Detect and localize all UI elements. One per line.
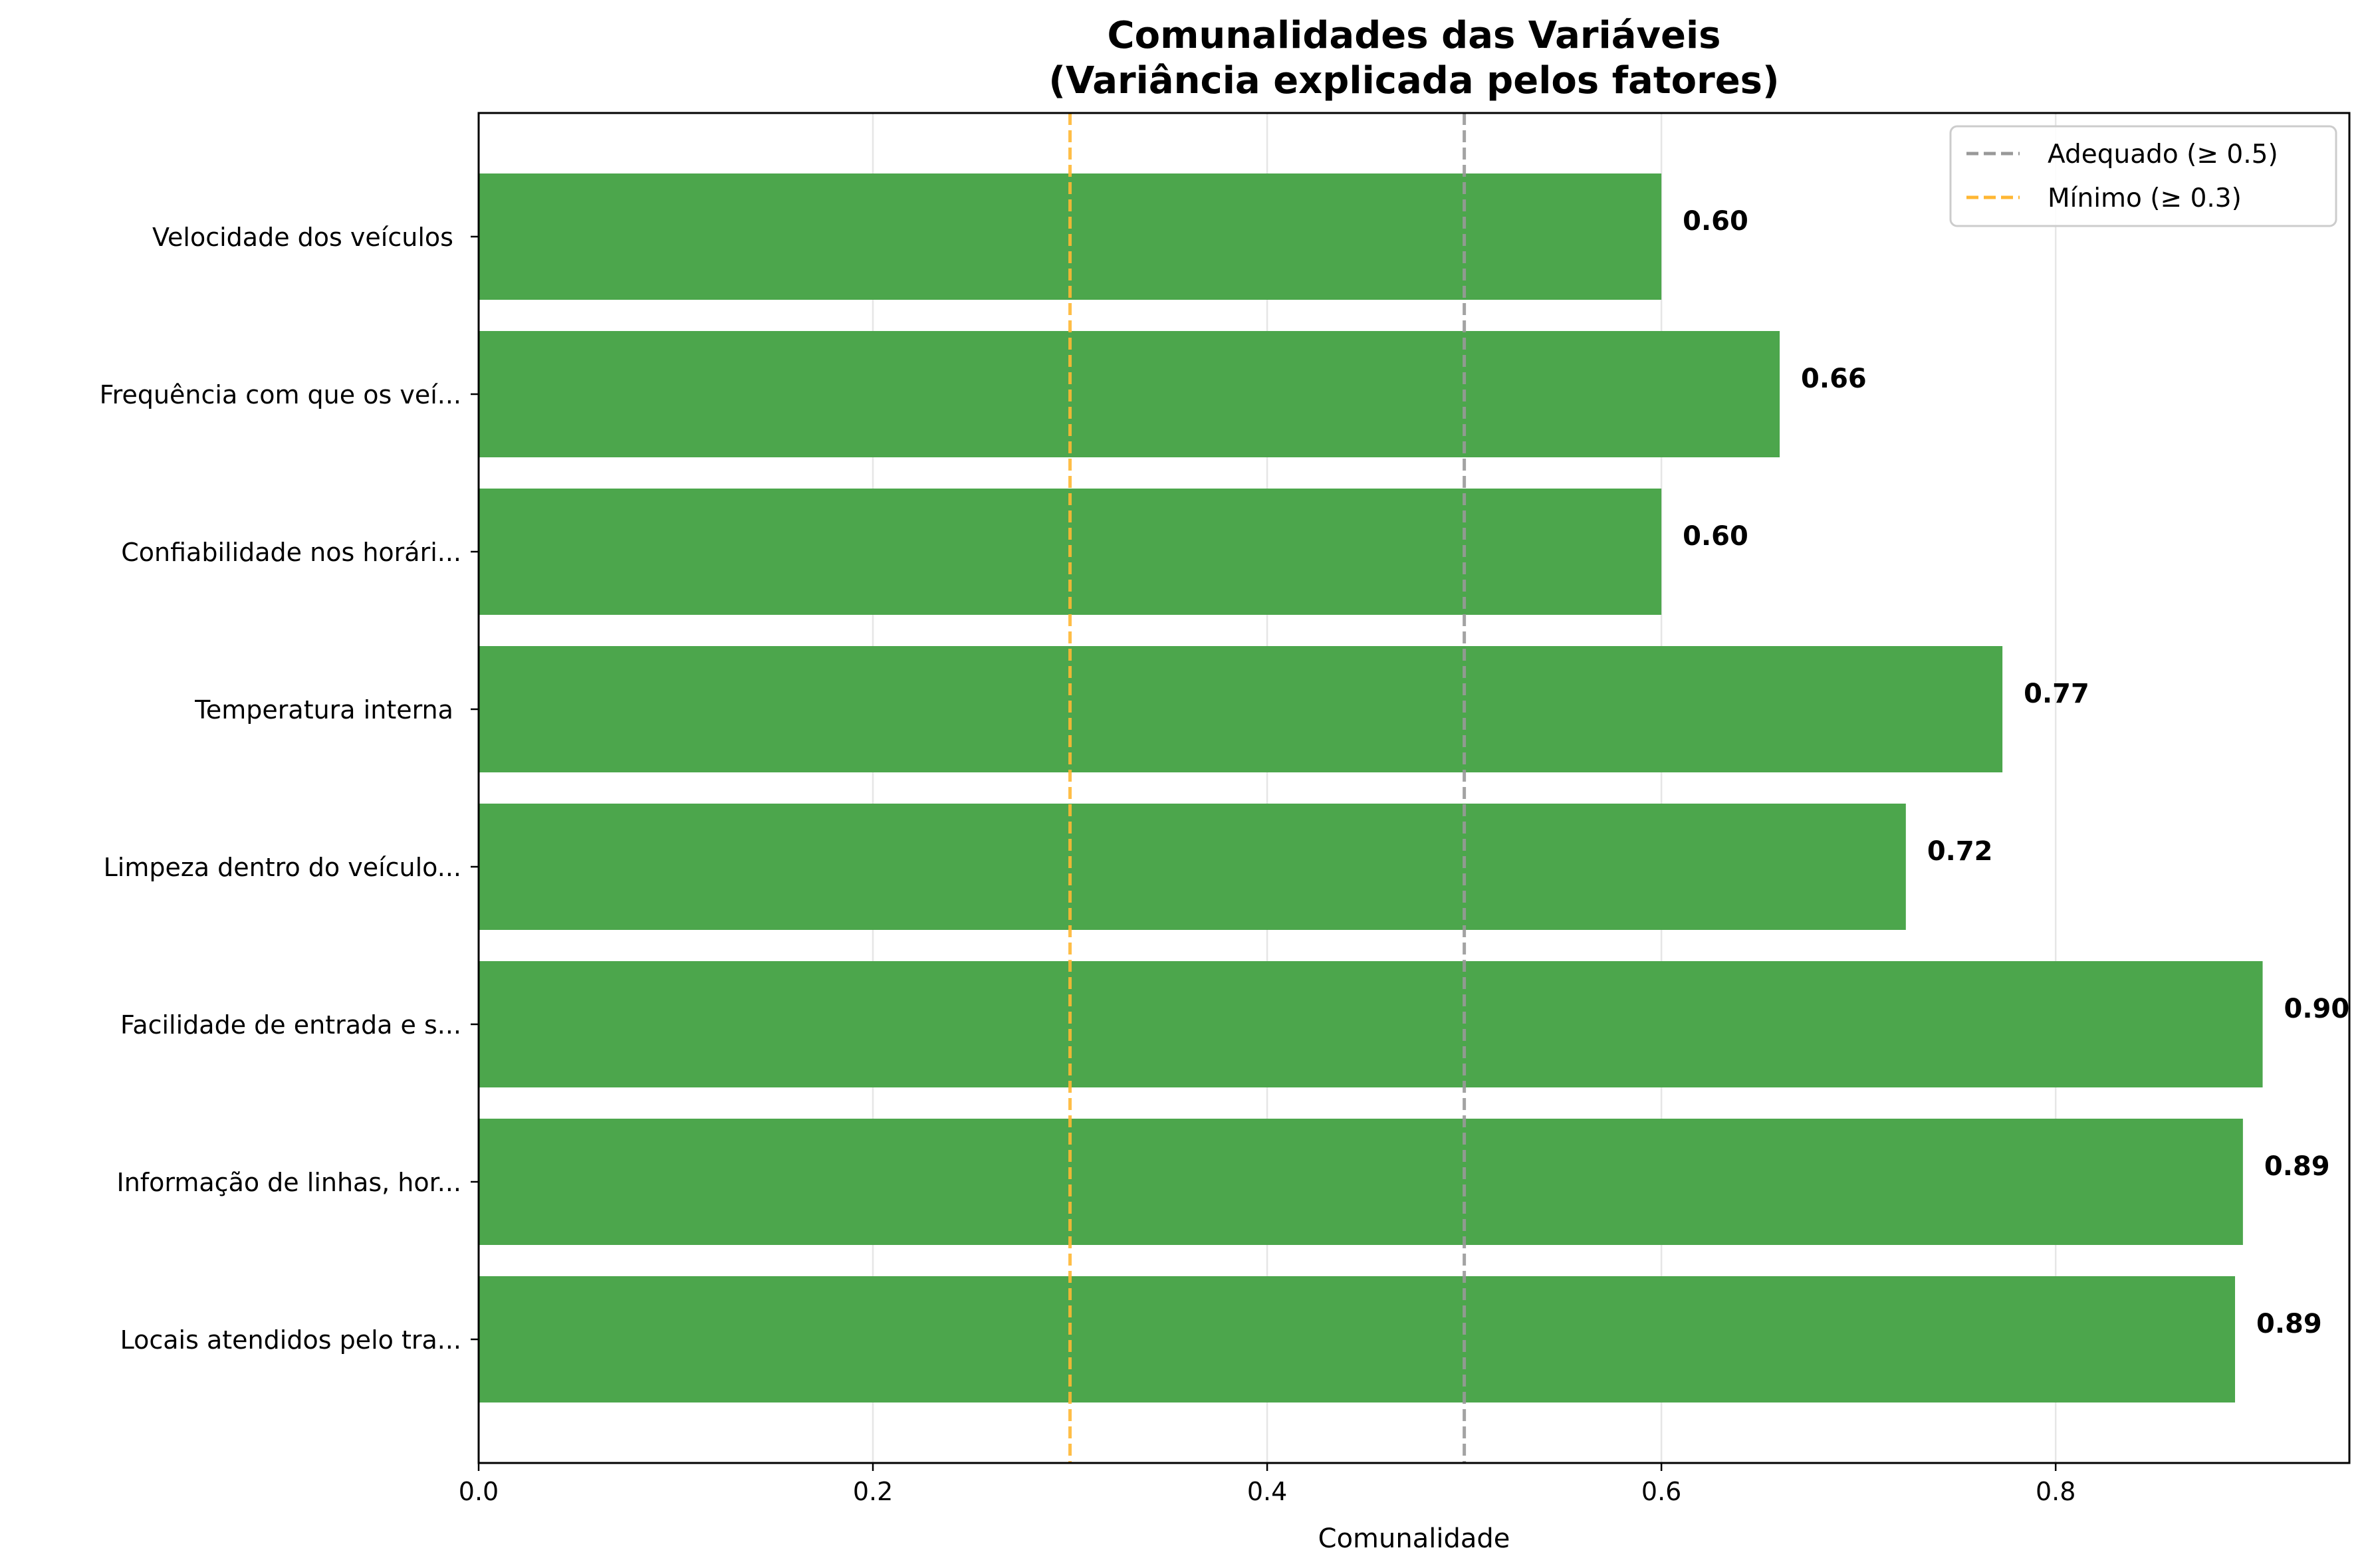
- bar-value-label: 0.60: [1683, 521, 1748, 552]
- bar: [479, 804, 1906, 930]
- x-tick-label: 0.6: [1641, 1477, 1681, 1506]
- legend-label-adequado: Adequado (≥ 0.5): [2048, 140, 2278, 169]
- x-tick-label: 0.0: [459, 1477, 499, 1506]
- bar: [479, 646, 2003, 772]
- bar-value-label: 0.90: [2284, 994, 2350, 1024]
- bar-value-label: 0.89: [2264, 1151, 2330, 1182]
- bar: [479, 1119, 2243, 1245]
- legend-box: [1949, 125, 2337, 227]
- bar: [479, 961, 2263, 1087]
- bar: [479, 1276, 2236, 1402]
- bar: [479, 331, 1780, 457]
- y-tick-label: Temperatura interna: [194, 695, 461, 725]
- x-axis-label: Comunalidade: [1318, 1523, 1510, 1554]
- x-axis-ticks: 0.0 0.2 0.4 0.6 0.8: [459, 1463, 2075, 1506]
- reference-lines: [1068, 113, 1467, 1463]
- chart-title-line-1: Comunalidades das Variáveis: [1108, 14, 1721, 57]
- x-tick-label: 0.8: [2036, 1477, 2075, 1506]
- bar-value-label: 0.77: [2024, 679, 2089, 709]
- y-tick-label: Frequência com que os veí...: [100, 380, 461, 409]
- bar-value-label: 0.60: [1683, 206, 1748, 237]
- y-tick-label: Informação de linhas, hor...: [117, 1168, 462, 1197]
- bar-value-label: 0.66: [1801, 364, 1867, 394]
- plot-frame: [477, 112, 2351, 1464]
- legend: Adequado (≥ 0.5) Mínimo (≥ 0.3): [1949, 125, 2337, 227]
- y-tick-label: Velocidade dos veículos: [152, 223, 461, 252]
- chart-title-line-2: (Variância explicada pelos fatores): [1048, 59, 1779, 102]
- x-tick-label: 0.4: [1247, 1477, 1287, 1506]
- legend-label-minimo: Mínimo (≥ 0.3): [2048, 183, 2242, 213]
- y-tick-label: Confiabilidade nos horári...: [121, 538, 461, 567]
- y-tick-label: Locais atendidos pelo tra...: [120, 1325, 461, 1355]
- x-tick-label: 0.2: [853, 1477, 893, 1506]
- y-tick-label: Limpeza dentro do veículo...: [104, 853, 461, 882]
- y-axis-ticks: Velocidade dos veículos Frequência com q…: [100, 223, 479, 1355]
- bar-value-labels: 0.60 0.66 0.60 0.77 0.72 0.90 0.89 0.89: [1683, 206, 2349, 1339]
- bars: [479, 173, 2263, 1402]
- bar-value-label: 0.89: [2256, 1309, 2322, 1339]
- y-tick-label: Facilidade de entrada e s...: [120, 1010, 461, 1040]
- bar-value-label: 0.72: [1927, 836, 1993, 867]
